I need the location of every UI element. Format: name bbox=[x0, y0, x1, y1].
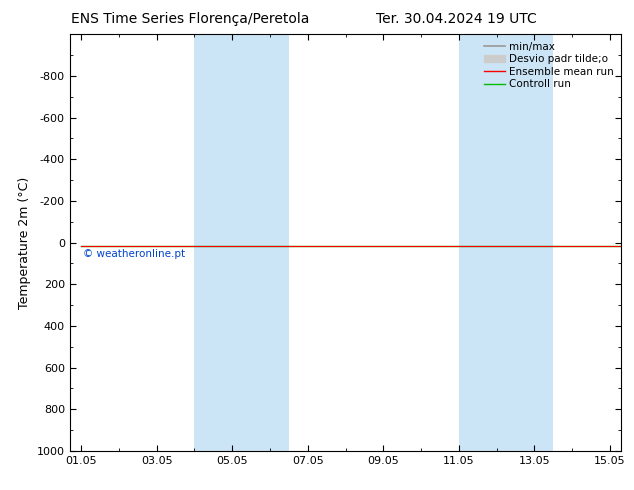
Text: © weatheronline.pt: © weatheronline.pt bbox=[83, 249, 185, 259]
Bar bbox=[195, 34, 289, 451]
Text: ENS Time Series Florença/Peretola: ENS Time Series Florença/Peretola bbox=[71, 12, 309, 26]
Y-axis label: Temperature 2m (°C): Temperature 2m (°C) bbox=[18, 176, 31, 309]
Text: Ter. 30.04.2024 19 UTC: Ter. 30.04.2024 19 UTC bbox=[376, 12, 537, 26]
Legend: min/max, Desvio padr tilde;o, Ensemble mean run, Controll run: min/max, Desvio padr tilde;o, Ensemble m… bbox=[480, 37, 618, 94]
Bar bbox=[459, 34, 553, 451]
